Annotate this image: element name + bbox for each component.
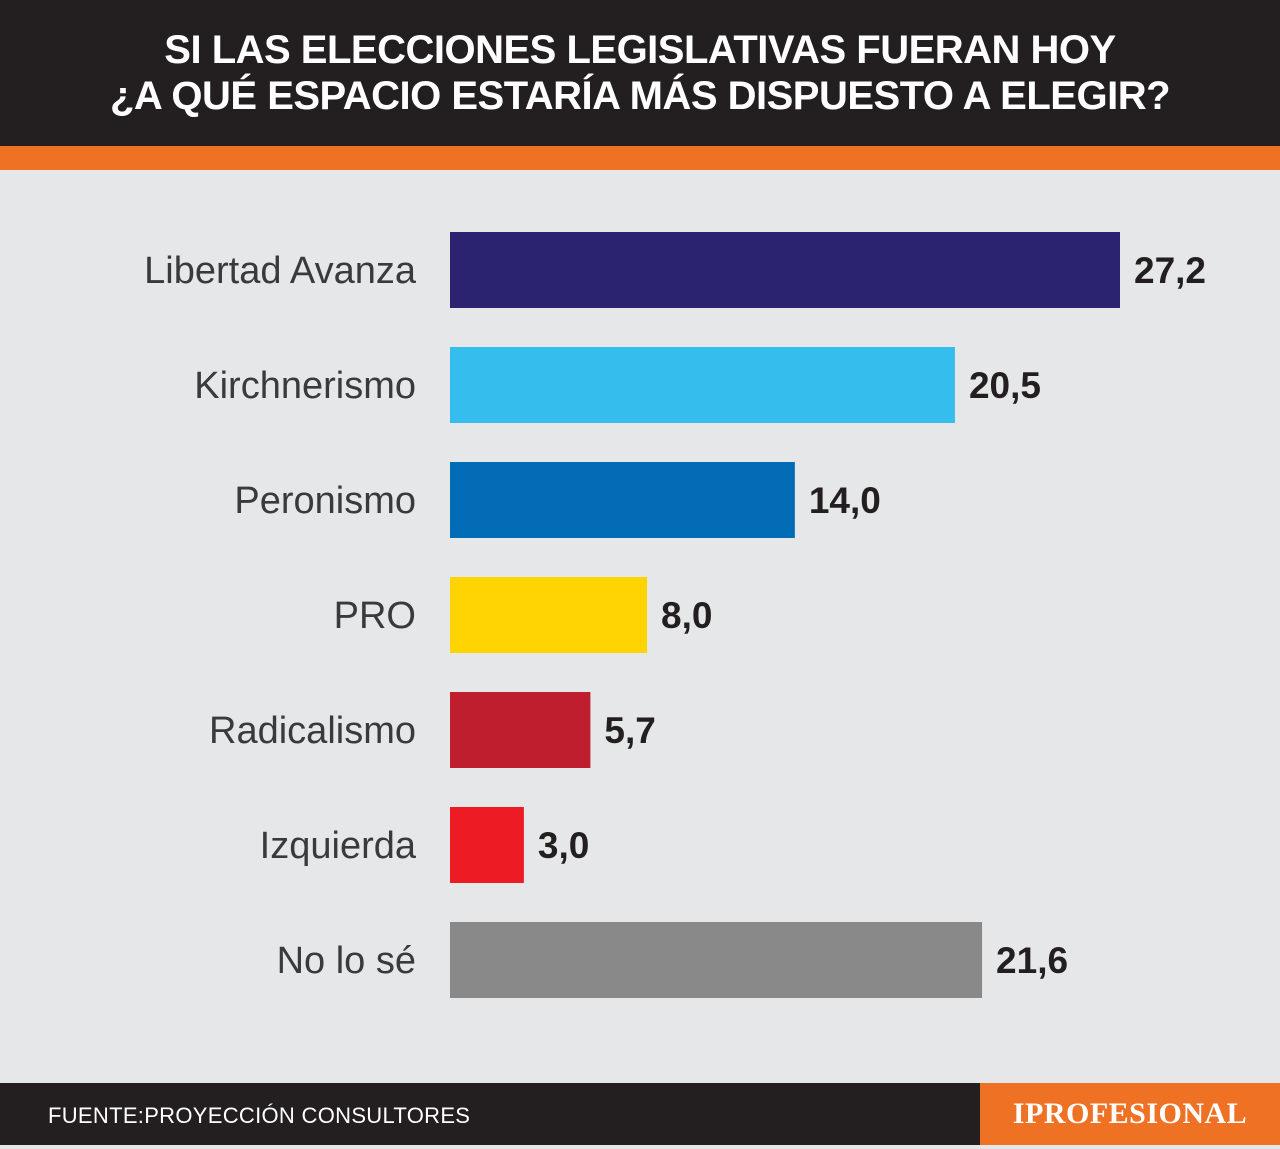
bar-no-lo-se xyxy=(450,922,983,998)
category-label-peronismo: Peronismo xyxy=(234,480,416,522)
value-label-izquierda: 3,0 xyxy=(538,825,589,866)
category-label-no-lo-se: No lo sé xyxy=(277,940,416,982)
accent-divider xyxy=(0,146,1280,170)
value-label-radicalismo: 5,7 xyxy=(604,710,655,751)
category-label-radicalismo: Radicalismo xyxy=(209,710,416,752)
bar-pro xyxy=(450,577,648,653)
value-label-peronismo: 14,0 xyxy=(809,480,881,521)
value-label-libertad-avanza: 27,2 xyxy=(1134,250,1206,291)
bar-kirchnerismo xyxy=(450,347,955,423)
chart-title-line-1: SI LAS ELECCIONES LEGISLATIVAS FUERAN HO… xyxy=(164,28,1116,72)
source-note: FUENTE:PROYECCIÓN CONSULTORES xyxy=(48,1103,471,1128)
bar-radicalismo xyxy=(450,692,591,768)
chart-header: SI LAS ELECCIONES LEGISLATIVAS FUERAN HO… xyxy=(0,0,1280,146)
value-label-pro: 8,0 xyxy=(661,595,712,636)
bar-chart: Libertad Avanza 27,2 Kirchnerismo 20,5 Peron… xyxy=(144,232,1206,998)
chart-title-line-2: ¿A QUÉ ESPACIO ESTARÍA MÁS DISPUESTO A E… xyxy=(109,74,1171,118)
bar-peronismo xyxy=(450,462,795,538)
bar-libertad-avanza xyxy=(450,232,1120,308)
category-label-pro: PRO xyxy=(334,595,416,637)
category-label-kirchnerismo: Kirchnerismo xyxy=(194,365,416,407)
brand-logo: IPROFESIONAL xyxy=(980,1083,1280,1145)
category-label-izquierda: Izquierda xyxy=(260,825,417,867)
value-label-kirchnerismo: 20,5 xyxy=(969,365,1041,406)
footer: FUENTE:PROYECCIÓN CONSULTORES IPROFESION… xyxy=(0,1083,1280,1145)
category-label-libertad-avanza: Libertad Avanza xyxy=(144,250,417,292)
bar-izquierda xyxy=(450,807,524,883)
value-label-no-lo-se: 21,6 xyxy=(996,940,1068,981)
